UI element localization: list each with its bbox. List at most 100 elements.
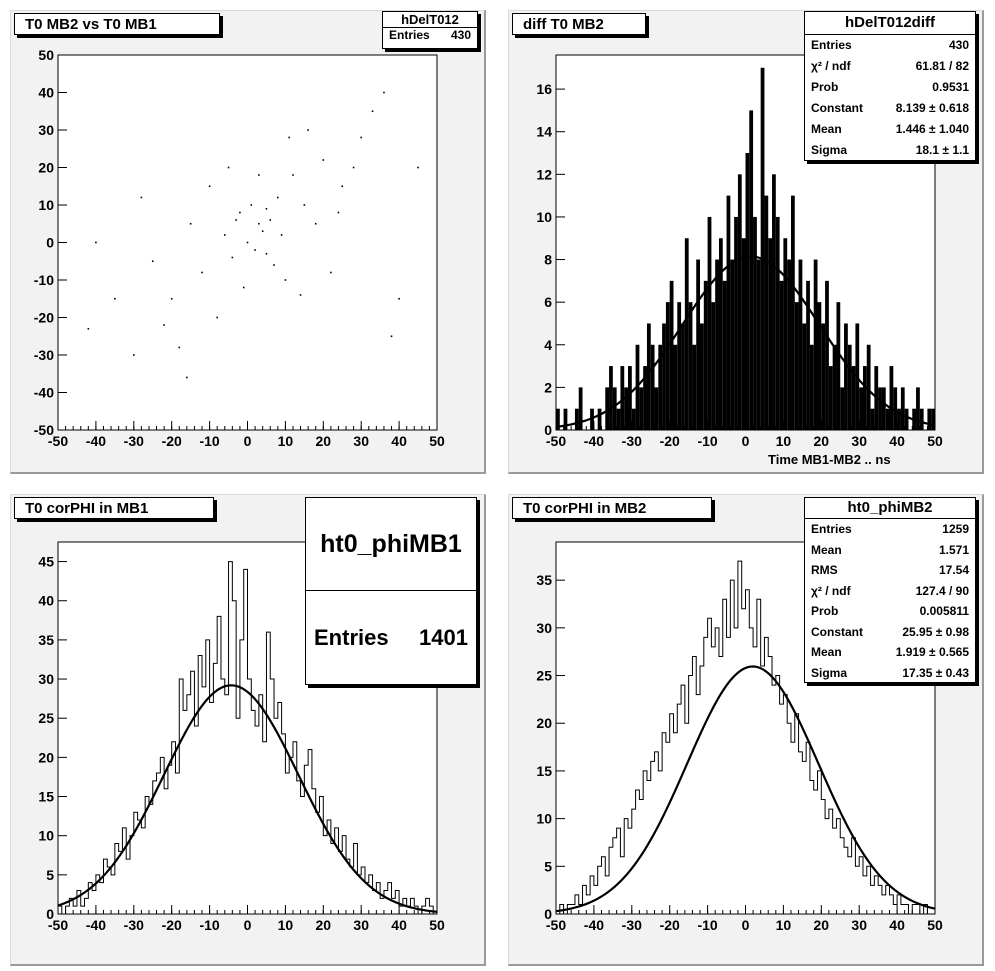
scatter-point xyxy=(227,166,230,169)
stats-label: Entries xyxy=(314,625,389,650)
x-tick-label: 30 xyxy=(353,433,369,449)
x-axis-label-diff: Time MB1-MB2 .. ns xyxy=(768,452,891,467)
histogram-bar xyxy=(692,344,697,430)
histogram-bar xyxy=(832,344,837,430)
scatter-point xyxy=(277,196,279,199)
scatter-point xyxy=(163,324,165,326)
stats-value: 17.54 xyxy=(938,563,969,577)
x-tick-label: -10 xyxy=(697,433,717,449)
y-tick-label: -40 xyxy=(34,385,54,401)
histogram-bar xyxy=(684,238,689,430)
x-tick-label: 0 xyxy=(244,433,252,449)
x-tick-label: 20 xyxy=(814,433,830,449)
scatter-point xyxy=(201,271,203,274)
scatter-point xyxy=(254,249,256,251)
y-tick-label: 10 xyxy=(38,197,54,213)
x-tick-label: 10 xyxy=(776,917,792,933)
histogram-bar xyxy=(813,259,818,430)
scatter-point xyxy=(284,279,287,281)
histogram-bar xyxy=(620,366,625,430)
histogram-bar xyxy=(722,280,727,430)
scatter-point xyxy=(178,346,181,349)
scatter-point xyxy=(170,297,173,300)
histogram-bar xyxy=(669,280,674,430)
y-tick-label: 40 xyxy=(38,593,54,609)
histogram-bar xyxy=(828,366,833,430)
histogram-bar xyxy=(631,408,636,430)
histogram-bar xyxy=(927,408,932,430)
histogram-bar xyxy=(677,302,682,430)
scatter-point xyxy=(261,230,264,233)
stats-value: 127.4 / 90 xyxy=(915,583,969,598)
stats-row: Entries 1401 xyxy=(306,591,476,685)
stats-row: Entries 430 xyxy=(805,35,975,56)
histogram-bar xyxy=(817,302,822,430)
stats-label: Mean xyxy=(811,122,842,136)
histogram-bar xyxy=(825,280,829,430)
histogram-bar xyxy=(889,366,894,430)
y-tick-label: 25 xyxy=(536,668,552,684)
histogram-bar xyxy=(840,387,845,430)
histogram-bar xyxy=(639,387,644,430)
y-tick-label: 16 xyxy=(536,81,552,97)
stats-label: Prob xyxy=(811,80,839,94)
stats-value: 0.9531 xyxy=(932,80,969,94)
x-tick-label: -30 xyxy=(124,917,144,933)
x-tick-label: 50 xyxy=(429,917,445,933)
title-phi-mb1: T0 corPHI in MB1 xyxy=(14,497,214,519)
x-tick-label: 30 xyxy=(353,917,369,933)
stats-label: χ² / ndf xyxy=(811,583,851,598)
histogram-bar xyxy=(681,323,685,430)
stats-value: 1.919 ± 0.565 xyxy=(895,645,969,659)
scatter-point xyxy=(246,241,249,244)
scatter-point xyxy=(303,204,306,206)
histogram-bar xyxy=(597,408,602,430)
y-tick-label: 5 xyxy=(544,858,552,874)
histogram-bar xyxy=(794,302,799,430)
histogram-bar xyxy=(783,238,788,430)
scatter-point xyxy=(242,286,245,289)
histogram-bar xyxy=(897,408,901,430)
histogram-bar xyxy=(798,259,803,430)
x-tick-label: -50 xyxy=(48,917,68,933)
histogram-bar xyxy=(662,323,666,430)
scatter-point xyxy=(265,252,268,255)
histogram-bar xyxy=(688,302,693,430)
y-tick-label: -50 xyxy=(34,422,54,438)
histogram-bar xyxy=(768,238,773,430)
y-tick-label: 30 xyxy=(38,122,54,138)
scatter-point xyxy=(265,207,268,210)
scatter-point xyxy=(269,219,272,221)
histogram-bar xyxy=(749,110,754,430)
scatter-point xyxy=(383,91,385,94)
stats-name: hDelT012 xyxy=(383,12,477,28)
scatter-point xyxy=(280,234,283,236)
fit-curve xyxy=(555,665,936,913)
x-tick-label: 20 xyxy=(316,433,332,449)
scatter-point xyxy=(189,222,192,225)
scatter-point xyxy=(360,136,362,139)
scatter-point xyxy=(337,211,340,214)
scatter-point xyxy=(208,185,211,188)
scatter-point xyxy=(140,196,143,199)
scatter-point xyxy=(341,185,344,188)
x-tick-label: -40 xyxy=(86,917,106,933)
histogram-bar xyxy=(726,195,731,430)
histogram-bar xyxy=(605,387,610,430)
x-tick-label: 40 xyxy=(391,433,407,449)
y-tick-label: 30 xyxy=(536,620,552,636)
histogram-bar xyxy=(563,408,568,430)
stats-label: RMS xyxy=(811,563,838,577)
histogram-bar xyxy=(821,323,826,430)
y-tick-label: 15 xyxy=(38,789,54,805)
histogram-outline xyxy=(556,560,935,915)
stats-label: Prob xyxy=(811,604,839,618)
y-tick-label: 0 xyxy=(544,422,552,438)
x-tick-label: 20 xyxy=(316,917,332,933)
stats-value: 0.005811 xyxy=(919,604,969,618)
histogram-bar xyxy=(556,408,560,430)
scatter-point xyxy=(330,271,332,274)
x-tick-label: 50 xyxy=(927,433,943,449)
histogram-bar xyxy=(931,408,935,430)
stats-value: 18.1 ± 1.1 xyxy=(915,143,969,157)
